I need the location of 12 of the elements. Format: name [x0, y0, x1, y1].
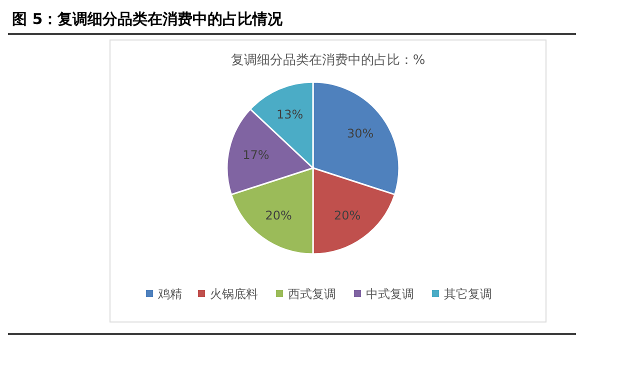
legend-label: 中式复调: [366, 287, 414, 301]
legend-label: 火锅底料: [210, 287, 258, 301]
chart-title: 图 5：复调细分品类在消费中的占比情况: [12, 10, 284, 28]
data-label: 13%: [276, 107, 304, 122]
chart-subtitle: 复调细分品类在消费中的占比：%: [230, 53, 426, 68]
legend-label: 西式复调: [288, 287, 336, 301]
data-label: 20%: [334, 208, 361, 222]
data-label: 20%: [265, 208, 292, 222]
data-label: 30%: [346, 126, 374, 141]
legend-label: 其它复调: [444, 287, 492, 301]
legend-label: 鸡精: [157, 287, 182, 301]
data-label: 17%: [242, 148, 270, 162]
